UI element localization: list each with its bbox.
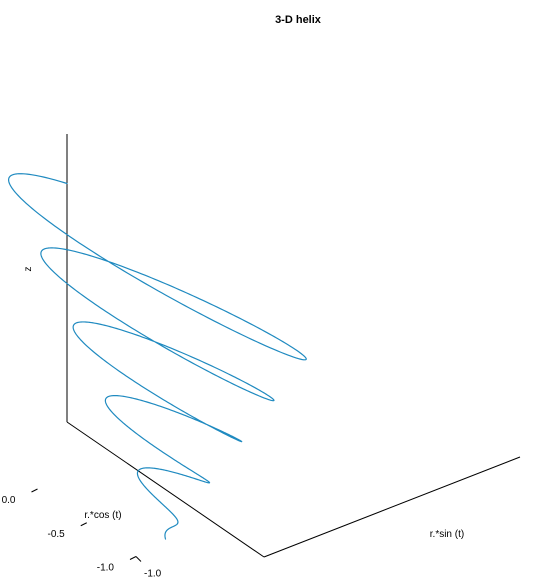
axes [66, 134, 521, 558]
y-tick-mark [31, 488, 38, 493]
helix-series-line [8, 173, 307, 540]
z-axis-label: z [23, 267, 34, 272]
y-tick-mark [80, 522, 87, 527]
y-axis-label: r.*cos (t) [84, 510, 121, 521]
y-axis-line [66, 421, 265, 558]
y-tick-mark [129, 556, 137, 560]
x-tick-mark [135, 556, 142, 562]
x-axis-label: r.*sin (t) [430, 529, 464, 540]
x-axis-line [263, 456, 521, 558]
y-tick-label: 0.0 [2, 495, 16, 506]
y-tick-label: -1.0 [97, 563, 115, 574]
x-tick-label: -1.0 [144, 569, 162, 579]
ticks: 0.00.20.40.60.81.0-1.0-0.50.00.51.0-1.0-… [2, 488, 162, 579]
y-tick-label: -0.5 [48, 529, 66, 540]
chart-title: 3-D helix [275, 14, 322, 26]
